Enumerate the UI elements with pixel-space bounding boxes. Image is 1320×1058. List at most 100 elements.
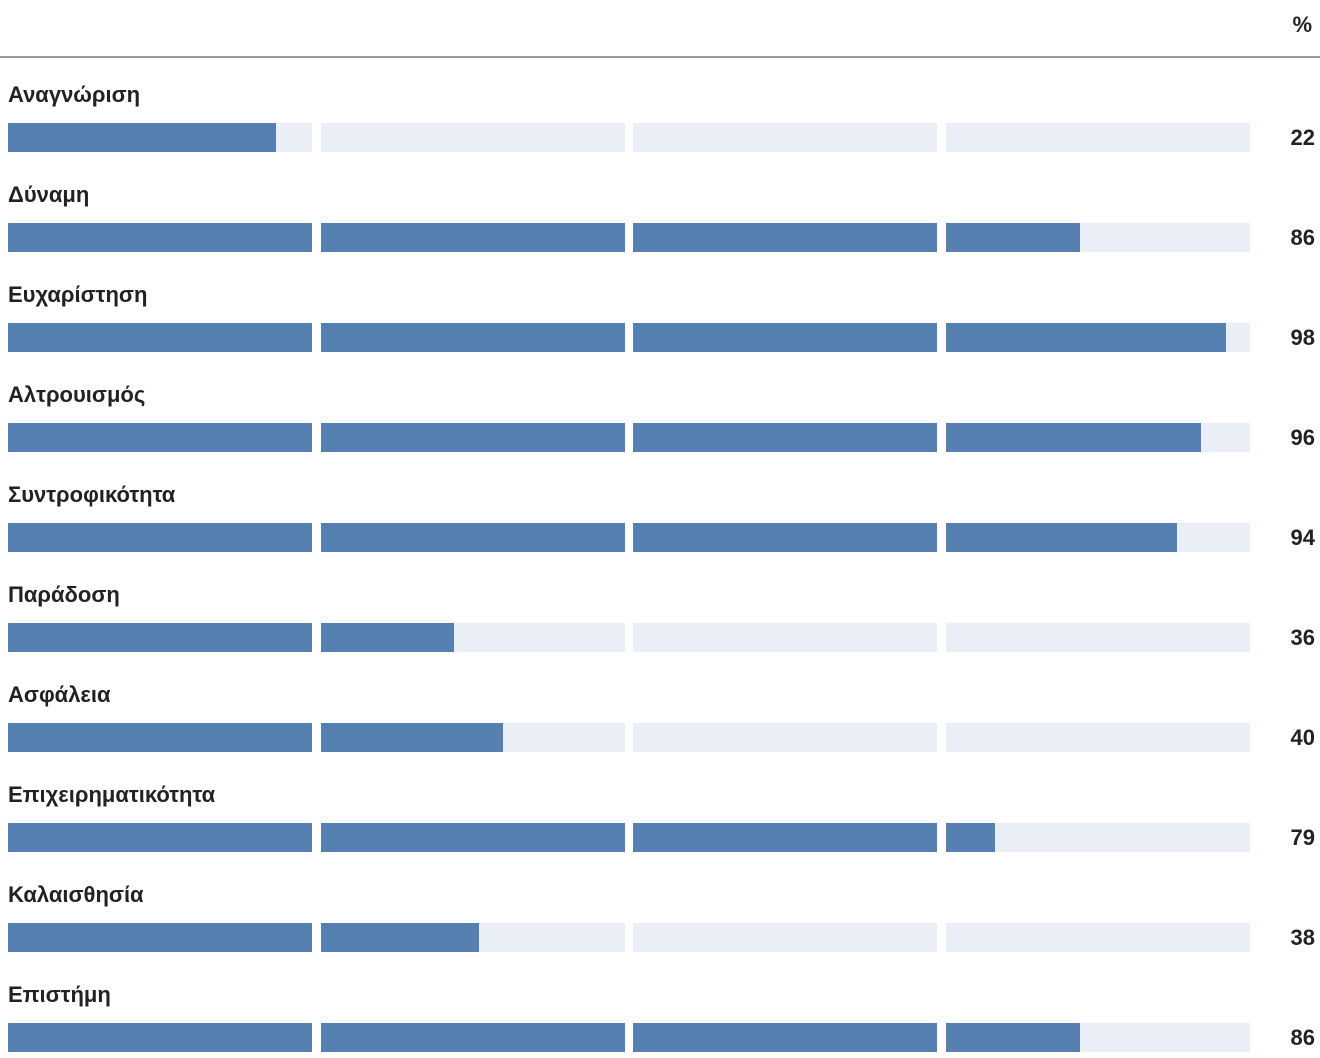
bar-segment <box>321 323 625 352</box>
bar-segment <box>633 123 937 152</box>
bar-value-label: 86 <box>1291 1025 1315 1051</box>
bar-track <box>8 923 1248 952</box>
bar-fill <box>633 223 937 252</box>
bar-segment <box>946 123 1250 152</box>
bar-value-label: 98 <box>1291 325 1315 351</box>
bar-fill <box>946 523 1177 552</box>
bar-row: Δύναμη 86 <box>0 158 1320 258</box>
bar-track <box>8 1023 1248 1052</box>
bar-row: Ασφάλεια 40 <box>0 658 1320 758</box>
bar-segment <box>321 923 625 952</box>
bar-segment <box>321 123 625 152</box>
bar-fill <box>633 823 937 852</box>
bar-fill <box>321 823 625 852</box>
bar-fill <box>946 1023 1080 1052</box>
bar-row: Επιχειρηματικότητα 79 <box>0 758 1320 858</box>
bar-row: Επιστήμη 86 <box>0 958 1320 1058</box>
bar-track <box>8 823 1248 852</box>
bar-track <box>8 123 1248 152</box>
bar-segment <box>946 423 1250 452</box>
bar-segment <box>946 623 1250 652</box>
bar-fill <box>8 523 312 552</box>
bar-segment <box>946 323 1250 352</box>
bar-category-label: Παράδοση <box>8 582 120 608</box>
bar-segment <box>8 1023 312 1052</box>
bar-track <box>8 623 1248 652</box>
bar-segment <box>8 623 312 652</box>
bar-track <box>8 723 1248 752</box>
bar-segment <box>633 923 937 952</box>
bar-fill <box>321 323 625 352</box>
bar-fill <box>321 223 625 252</box>
bar-row: Αλτρουισμός 96 <box>0 358 1320 458</box>
bar-fill <box>8 623 312 652</box>
bar-value-label: 40 <box>1291 725 1315 751</box>
bar-fill <box>321 923 479 952</box>
bar-fill <box>633 423 937 452</box>
bar-segment <box>8 323 312 352</box>
bar-segment <box>321 423 625 452</box>
bar-segment <box>8 223 312 252</box>
bar-fill <box>946 423 1201 452</box>
bar-fill <box>8 1023 312 1052</box>
bar-value-label: 38 <box>1291 925 1315 951</box>
bar-segment <box>8 423 312 452</box>
bar-fill <box>321 1023 625 1052</box>
bar-fill <box>321 423 625 452</box>
bar-category-label: Ευχαρίστηση <box>8 282 147 308</box>
bar-segment <box>8 823 312 852</box>
bar-fill <box>633 1023 937 1052</box>
bar-segment <box>946 523 1250 552</box>
bar-track <box>8 523 1248 552</box>
bar-segment <box>946 823 1250 852</box>
bar-segment <box>946 223 1250 252</box>
bar-value-label: 86 <box>1291 225 1315 251</box>
bar-row: Αναγνώριση 22 <box>0 58 1320 158</box>
bar-segment <box>321 1023 625 1052</box>
bar-row: Παράδοση 36 <box>0 558 1320 658</box>
bar-fill <box>321 723 503 752</box>
bar-category-label: Αναγνώριση <box>8 82 140 108</box>
bar-segment <box>321 623 625 652</box>
bar-segment <box>633 223 937 252</box>
bar-segment <box>633 723 937 752</box>
bar-fill <box>321 623 455 652</box>
bar-chart: Αναγνώριση 22 Δύναμη 86 Ευχαρίστηση 98 Αλτρουι… <box>0 58 1320 1058</box>
bar-segment <box>633 1023 937 1052</box>
bar-fill <box>8 923 312 952</box>
bar-segment <box>633 823 937 852</box>
bar-fill <box>8 423 312 452</box>
bar-category-label: Ασφάλεια <box>8 682 111 708</box>
bar-segment <box>633 323 937 352</box>
bar-value-label: 36 <box>1291 625 1315 651</box>
bar-category-label: Συντροφικότητα <box>8 482 175 508</box>
bar-segment <box>321 823 625 852</box>
bar-row: Συντροφικότητα 94 <box>0 458 1320 558</box>
bar-segment <box>946 723 1250 752</box>
bar-fill <box>8 223 312 252</box>
bar-row: Ευχαρίστηση 98 <box>0 258 1320 358</box>
bar-category-label: Αλτρουισμός <box>8 382 145 408</box>
bar-value-label: 94 <box>1291 525 1315 551</box>
bar-category-label: Καλαισθησία <box>8 882 144 908</box>
bar-value-label: 79 <box>1291 825 1315 851</box>
bar-segment <box>8 723 312 752</box>
bar-fill <box>946 323 1226 352</box>
bar-segment <box>8 923 312 952</box>
bar-track <box>8 423 1248 452</box>
bar-track <box>8 223 1248 252</box>
bar-fill <box>946 823 995 852</box>
bar-segment <box>633 523 937 552</box>
bar-segment <box>946 923 1250 952</box>
bar-track <box>8 323 1248 352</box>
bar-fill <box>946 223 1080 252</box>
bar-fill <box>8 723 312 752</box>
bar-segment <box>633 623 937 652</box>
bar-segment <box>321 223 625 252</box>
bar-value-label: 96 <box>1291 425 1315 451</box>
chart-header: % <box>0 0 1320 58</box>
bar-category-label: Δύναμη <box>8 182 89 208</box>
bar-fill <box>8 323 312 352</box>
bar-segment <box>946 1023 1250 1052</box>
bar-segment <box>633 423 937 452</box>
